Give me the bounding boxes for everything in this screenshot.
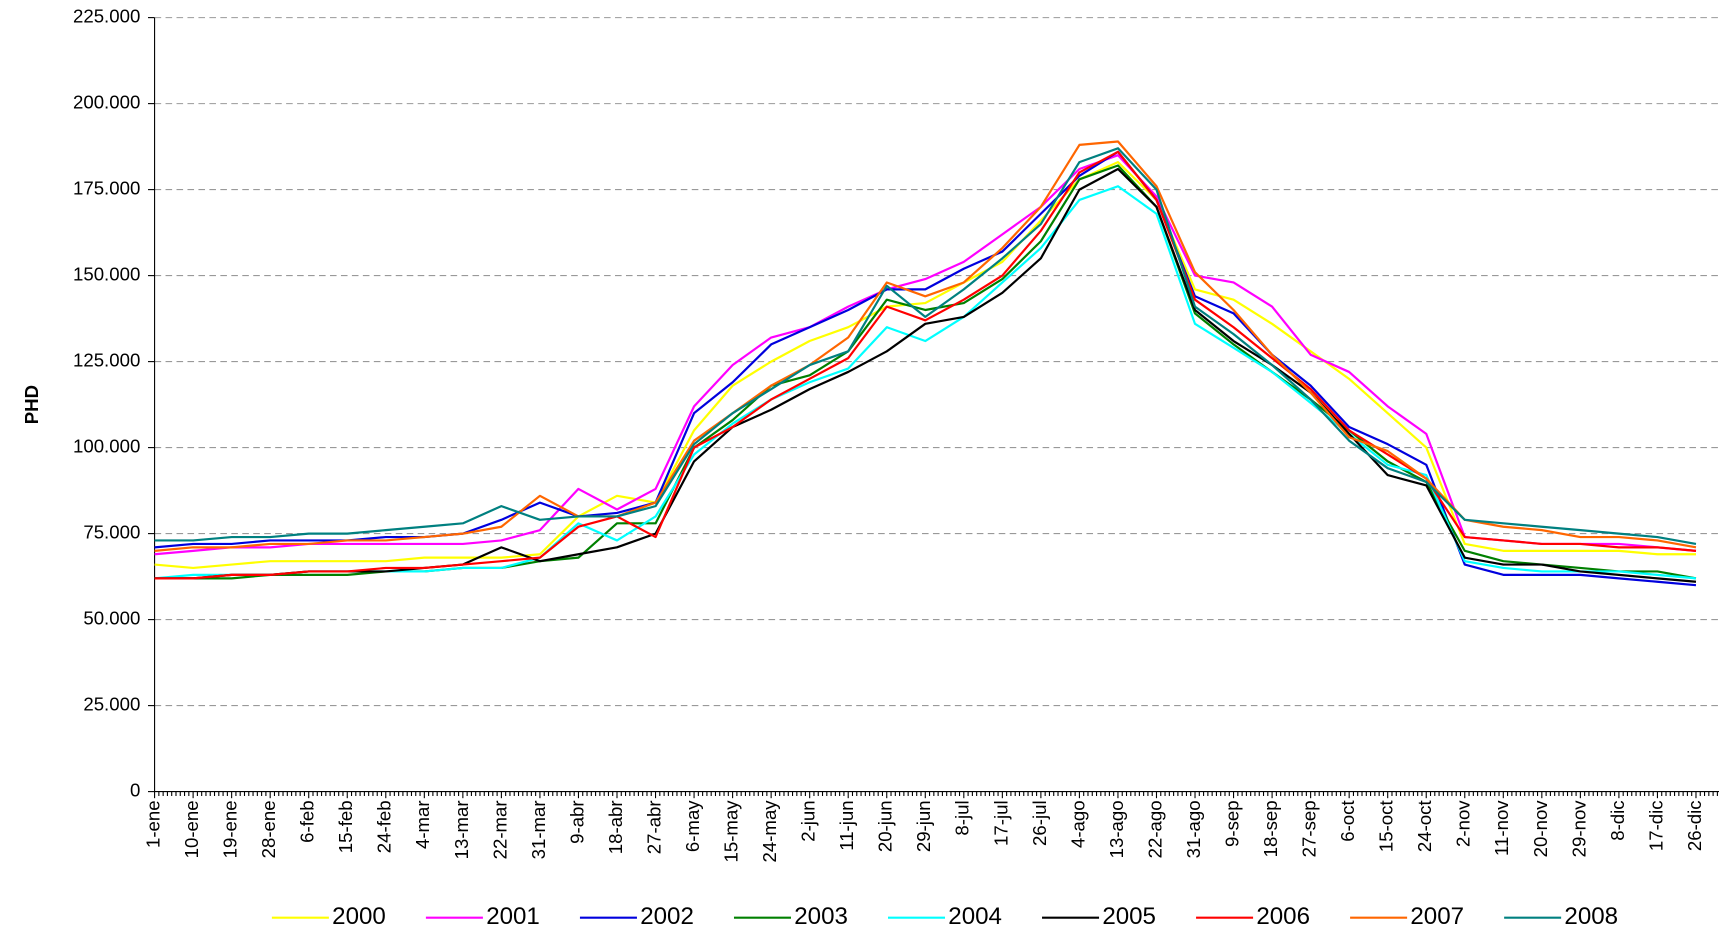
series-line (154, 161, 1696, 570)
x-tick-label: 6-feb (297, 800, 318, 842)
x-tick-label: 28-ene (258, 800, 279, 858)
x-tick-label: 2-nov (1453, 800, 1474, 847)
series-line (154, 150, 1697, 580)
x-tick-label: 15-may (721, 800, 742, 863)
y-tick-label: 50.000 (83, 608, 140, 629)
series-line (154, 185, 1697, 580)
x-tick-label: 26-dic (1684, 800, 1705, 851)
y-tick-label: 225.000 (73, 6, 140, 27)
legend-label: 2007 (1410, 903, 1464, 930)
x-tick-label: 24-oct (1414, 800, 1435, 853)
y-tick-label: 125.000 (73, 350, 140, 371)
x-tick-label: 20-nov (1530, 800, 1551, 858)
y-tick-label: 200.000 (73, 92, 140, 113)
legend-label: 2000 (332, 903, 386, 930)
x-tick-label: 9-sep (1221, 800, 1242, 847)
y-tick-label: 100.000 (73, 436, 140, 457)
x-tick-label: 27-abr (643, 800, 664, 854)
x-tick-label: 17-dic (1645, 800, 1666, 851)
x-tick-label: 11-nov (1491, 800, 1512, 856)
y-tick-label: 75.000 (83, 522, 140, 543)
y-tick-label: 150.000 (73, 264, 140, 285)
series-line (154, 147, 1697, 546)
x-tick-label: 11-jun (836, 800, 857, 850)
y-tick-label: 25.000 (83, 694, 140, 715)
x-tick-label: 9-abr (566, 800, 587, 843)
y-tick-label: 175.000 (73, 178, 140, 199)
x-tick-label: 18-abr (605, 800, 626, 854)
x-tick-label: 10-ene (181, 800, 202, 858)
x-tick-label: 19-ene (220, 800, 241, 858)
y-axis-label: PHD (21, 385, 42, 424)
x-tick-label: 17-jul (990, 800, 1011, 846)
x-tick-label: 29-jun (913, 800, 934, 852)
x-tick-label: 2-jun (798, 800, 819, 841)
series-line (154, 167, 1697, 583)
x-tick-label: 6-oct (1337, 800, 1358, 842)
x-tick-label: 4-ago (1067, 800, 1088, 848)
x-tick-label: 22-mar (489, 800, 510, 859)
legend-label: 2001 (486, 903, 540, 930)
x-tick-label: 18-sep (1260, 800, 1281, 857)
legend-label: 2008 (1564, 903, 1618, 930)
x-tick-label: 20-jun (875, 800, 896, 852)
legend-label: 2003 (794, 903, 848, 930)
x-tick-label: 26-jul (1029, 800, 1050, 846)
legend-label: 2006 (1256, 903, 1310, 930)
x-tick-label: 6-may (682, 800, 703, 852)
y-tick-label: 0 (130, 780, 140, 801)
x-tick-label: 22-ago (1144, 800, 1165, 858)
x-tick-label: 15-feb (335, 800, 356, 853)
x-tick-label: 1-ene (143, 800, 164, 848)
x-tick-label: 4-mar (412, 800, 433, 849)
series-line (154, 164, 1697, 580)
x-tick-label: 31-mar (528, 800, 549, 859)
x-tick-label: 24-may (759, 800, 780, 863)
x-tick-label: 27-sep (1299, 800, 1320, 857)
x-tick-label: 31-ago (1183, 800, 1204, 858)
x-tick-label: 8-dic (1607, 800, 1628, 840)
legend-label: 2002 (640, 903, 694, 930)
x-tick-label: 29-nov (1568, 800, 1589, 858)
x-tick-label: 15-oct (1376, 800, 1397, 853)
x-tick-label: 8-jul (952, 800, 973, 835)
legend-label: 2005 (1102, 903, 1156, 930)
x-tick-label: 13-mar (451, 800, 472, 859)
series-line (154, 140, 1697, 552)
x-tick-label: 24-feb (374, 800, 395, 853)
legend-label: 2004 (948, 903, 1002, 930)
x-tick-label: 13-ago (1106, 800, 1127, 858)
series-line (154, 154, 1697, 556)
